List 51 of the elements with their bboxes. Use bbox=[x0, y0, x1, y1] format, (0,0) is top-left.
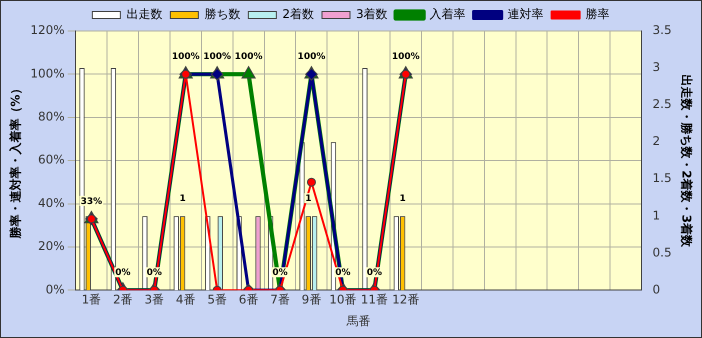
data-label: 100% bbox=[234, 52, 262, 62]
legend-label: 2着数 bbox=[282, 7, 314, 22]
data-label: 0% bbox=[115, 268, 130, 278]
y2-tick-label: 3.5 bbox=[652, 23, 672, 38]
legend-label: 勝率 bbox=[586, 7, 610, 22]
data-label: 100% bbox=[172, 52, 200, 62]
y2-tick-label: 0.5 bbox=[652, 245, 672, 260]
data-label: 0% bbox=[335, 268, 351, 278]
y-tick-label: 20% bbox=[38, 239, 65, 254]
x-tick-label: 7番 bbox=[270, 292, 290, 307]
x-tick-label: 4番 bbox=[176, 292, 196, 307]
data-label: 0% bbox=[272, 268, 288, 278]
point bbox=[306, 178, 316, 187]
x-tick-label: 1番 bbox=[82, 292, 102, 307]
y-axis-title: 勝率・連対率・入着率（%） bbox=[8, 82, 22, 240]
y-tick-label: 80% bbox=[38, 110, 65, 124]
data-label: 0% bbox=[146, 268, 162, 278]
y-tick-label: 40% bbox=[38, 196, 65, 210]
y2-axis-title: 出走数・勝ち数・2着数・3着数 bbox=[680, 74, 694, 248]
data-label: 1 bbox=[305, 194, 312, 204]
data-label: 0% bbox=[366, 268, 382, 278]
y-tick-label: 60% bbox=[38, 152, 65, 167]
x-tick-label: 5番 bbox=[207, 292, 227, 307]
legend-label: 入着率 bbox=[430, 7, 466, 22]
legend-label: 連対率 bbox=[508, 7, 544, 22]
y2-tick-label: 2.5 bbox=[652, 97, 672, 112]
x-tick-label: 11番 bbox=[360, 292, 388, 307]
data-label: 100% bbox=[392, 52, 420, 62]
x-tick-label: 12番 bbox=[392, 292, 420, 307]
x-tick-label: 3番 bbox=[144, 292, 164, 307]
x-tick-label: 9番 bbox=[302, 292, 322, 307]
y2-tick-label: 3 bbox=[652, 60, 660, 74]
y-tick-label: 120% bbox=[30, 23, 65, 38]
data-label: 100% bbox=[203, 52, 232, 62]
data-label: 33% bbox=[80, 196, 102, 207]
legend-label: 出走数 bbox=[126, 7, 162, 22]
y2-tick-label: 1 bbox=[652, 208, 660, 222]
y2-tick-label: 0 bbox=[652, 282, 660, 296]
x-tick-label: 6番 bbox=[238, 292, 258, 307]
data-label: 1 bbox=[179, 194, 186, 204]
y-tick-label: 100% bbox=[30, 66, 65, 80]
x-axis-title: 馬番 bbox=[346, 314, 371, 328]
data-label: 1 bbox=[399, 194, 406, 204]
y-tick-label: 0% bbox=[46, 282, 65, 296]
legend-label: 勝ち数 bbox=[204, 7, 240, 22]
y2-tick-label: 2 bbox=[652, 134, 660, 148]
x-tick-label: 2番 bbox=[113, 292, 133, 307]
data-label: 100% bbox=[298, 52, 326, 62]
y2-tick-label: 1.5 bbox=[652, 171, 672, 186]
x-tick-label: 10番 bbox=[329, 292, 357, 307]
legend-label: 3着数 bbox=[356, 7, 388, 22]
